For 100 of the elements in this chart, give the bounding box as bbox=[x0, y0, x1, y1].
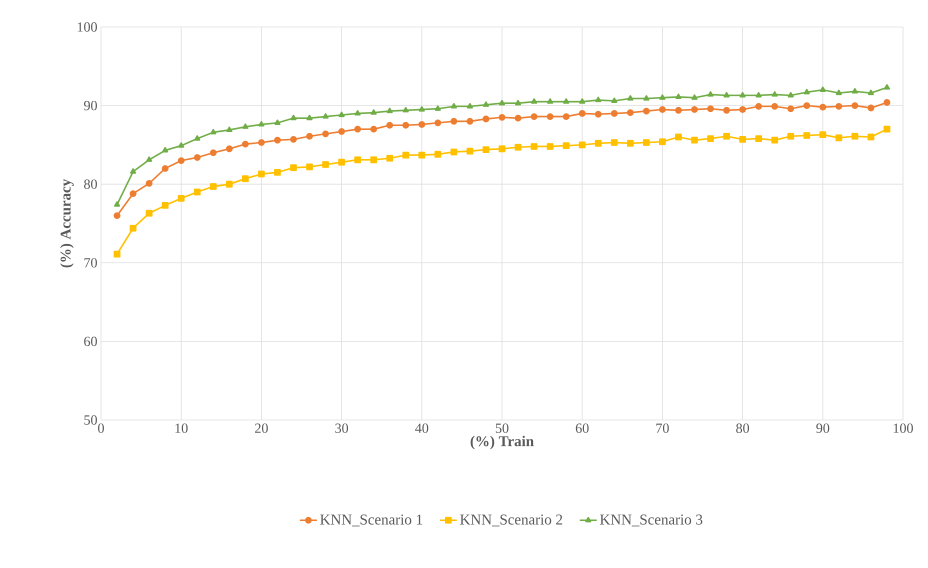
point bbox=[772, 91, 778, 97]
point bbox=[771, 136, 778, 144]
point bbox=[290, 114, 297, 120]
y-tick-label: 60 bbox=[84, 336, 97, 346]
x-tick-label: 80 bbox=[736, 424, 750, 433]
point bbox=[354, 110, 361, 116]
point bbox=[194, 188, 201, 196]
point bbox=[290, 164, 297, 172]
point bbox=[707, 91, 714, 97]
point bbox=[788, 92, 794, 98]
point bbox=[338, 158, 345, 166]
x-tick-label: 0 bbox=[98, 424, 104, 433]
point bbox=[723, 106, 730, 114]
point bbox=[691, 136, 698, 144]
point bbox=[740, 92, 746, 98]
point bbox=[723, 132, 730, 140]
x-tick-label: 70 bbox=[656, 424, 669, 433]
point bbox=[306, 132, 313, 140]
point bbox=[626, 140, 634, 147]
point bbox=[434, 119, 442, 126]
point bbox=[114, 250, 120, 258]
point bbox=[226, 145, 233, 152]
y-tick-label: 90 bbox=[84, 100, 97, 110]
point bbox=[306, 164, 313, 170]
point bbox=[771, 102, 778, 110]
point bbox=[707, 105, 714, 112]
point bbox=[626, 109, 634, 116]
point bbox=[146, 210, 153, 217]
point bbox=[803, 102, 810, 109]
point bbox=[675, 94, 682, 100]
point bbox=[258, 139, 265, 146]
point bbox=[370, 126, 378, 133]
point bbox=[370, 109, 377, 115]
point bbox=[530, 143, 538, 150]
point bbox=[868, 90, 874, 96]
point bbox=[114, 201, 120, 207]
point bbox=[868, 104, 874, 112]
point bbox=[274, 169, 281, 176]
point bbox=[642, 139, 650, 146]
point bbox=[659, 106, 666, 113]
point bbox=[370, 156, 378, 164]
point bbox=[402, 152, 410, 158]
point bbox=[194, 135, 200, 141]
point bbox=[226, 126, 232, 132]
point bbox=[498, 100, 506, 106]
point bbox=[642, 108, 650, 114]
point bbox=[563, 98, 570, 104]
point bbox=[675, 134, 682, 140]
point bbox=[242, 123, 248, 129]
point bbox=[787, 132, 794, 140]
point bbox=[418, 152, 426, 158]
point bbox=[210, 183, 217, 190]
point bbox=[322, 161, 329, 168]
point bbox=[322, 113, 329, 119]
point bbox=[691, 106, 698, 113]
x-axis-title: (%) Train bbox=[470, 436, 534, 450]
point bbox=[418, 106, 425, 112]
point bbox=[627, 95, 634, 101]
point bbox=[755, 102, 762, 110]
point bbox=[820, 86, 826, 92]
point bbox=[338, 112, 345, 118]
point bbox=[386, 154, 394, 162]
y-tick-label: 80 bbox=[84, 179, 97, 189]
point bbox=[707, 135, 714, 142]
point bbox=[434, 150, 442, 158]
point bbox=[643, 95, 650, 101]
legend-label: KNN_Scenario 3 bbox=[600, 514, 702, 526]
point bbox=[835, 102, 842, 110]
y-tick-label: 50 bbox=[84, 415, 97, 425]
point bbox=[450, 118, 458, 125]
point bbox=[386, 122, 394, 129]
point bbox=[322, 130, 329, 138]
point bbox=[756, 92, 762, 98]
point bbox=[194, 154, 201, 161]
point bbox=[242, 140, 249, 148]
point bbox=[434, 105, 441, 111]
point bbox=[130, 224, 136, 232]
point bbox=[819, 104, 826, 111]
x-tick-label: 30 bbox=[335, 424, 348, 433]
point bbox=[579, 98, 586, 104]
point bbox=[226, 180, 233, 188]
point bbox=[162, 165, 169, 172]
point bbox=[594, 110, 602, 118]
point bbox=[514, 144, 522, 151]
point bbox=[594, 140, 602, 147]
point bbox=[274, 136, 281, 144]
x-tick-label: 60 bbox=[576, 424, 589, 433]
point bbox=[114, 212, 120, 220]
point bbox=[884, 126, 890, 133]
point bbox=[578, 110, 586, 117]
point bbox=[610, 139, 618, 146]
point bbox=[836, 90, 842, 96]
point bbox=[354, 126, 362, 133]
point bbox=[852, 132, 858, 140]
point bbox=[418, 121, 426, 128]
y-tick-label: 70 bbox=[84, 258, 97, 268]
point bbox=[290, 136, 297, 143]
point bbox=[852, 88, 858, 94]
point bbox=[515, 100, 522, 106]
point bbox=[258, 121, 264, 127]
